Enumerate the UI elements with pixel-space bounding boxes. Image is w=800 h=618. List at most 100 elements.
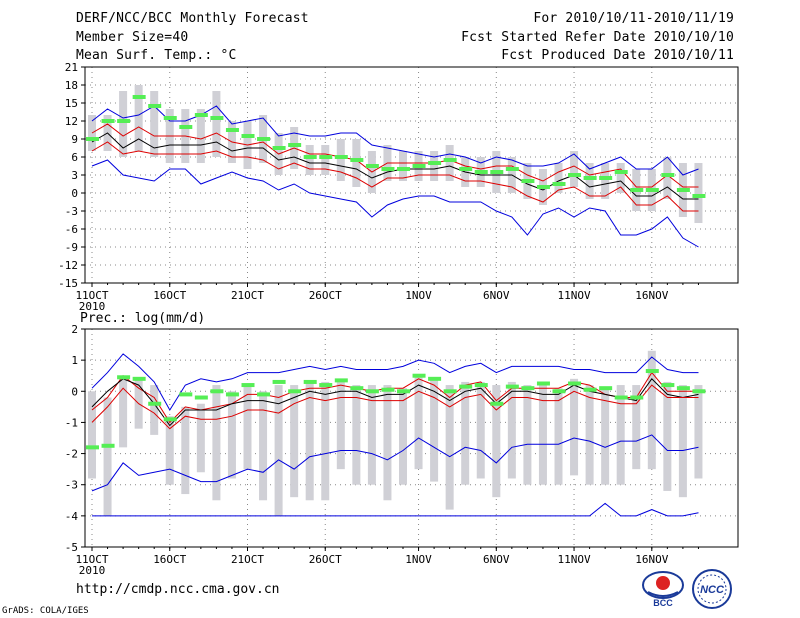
temp-obs-marker <box>86 137 99 141</box>
website-url[interactable]: http://cmdp.ncc.cma.gov.cn <box>76 582 280 597</box>
prec-spread-bar <box>414 375 423 470</box>
prec-obs-marker <box>443 389 457 394</box>
temp-spread-bar <box>399 151 407 181</box>
prec-spread-bar <box>259 391 268 501</box>
temp-obs-marker <box>536 185 550 189</box>
prec-spread-bar <box>212 385 221 501</box>
prec-spread-bar <box>632 385 641 470</box>
prec-series-mean <box>91 378 699 427</box>
temp-ytick-label: 0 <box>71 187 78 200</box>
temp-xtick-label: 11NOV <box>557 289 590 302</box>
prec-series-p25 <box>91 384 699 430</box>
prec-xtick-label: 6NOV <box>483 553 510 566</box>
prec-ytick-label: -1 <box>65 416 78 429</box>
temp-plot-area <box>86 85 706 248</box>
prec-frame <box>84 328 739 548</box>
prec-spread-bar <box>274 385 283 516</box>
prec-ytick-label: -5 <box>65 541 78 554</box>
ncc-logo-text: NCC <box>700 584 725 596</box>
temp-spread-bar <box>601 163 610 199</box>
temp-obs-marker <box>692 194 706 198</box>
temp-spread-bar <box>663 157 672 199</box>
temp-obs-marker <box>676 188 690 192</box>
temp-obs-marker <box>179 125 193 129</box>
temp-obs-marker <box>117 119 131 123</box>
prec-spread-bar <box>196 403 205 473</box>
prec-spread-bar <box>445 385 454 510</box>
temp-series-max <box>91 105 699 176</box>
prec-xtick-label: 26OCT <box>309 553 342 566</box>
header-line-3: Mean Surf. Temp.: °C <box>76 48 237 63</box>
prec-spread-bar <box>383 385 392 501</box>
prec-spread-bar <box>227 391 236 479</box>
temp-obs-marker <box>412 164 426 168</box>
prec-spread-bar <box>150 385 159 435</box>
prec-spread-bar <box>523 385 532 485</box>
prec-obs-marker <box>505 384 519 389</box>
temp-ytick-label: 9 <box>71 133 78 146</box>
prec-title: Prec.: log(mm/d) <box>80 311 205 326</box>
prec-obs-marker <box>490 401 504 406</box>
prec-obs-marker <box>552 389 566 394</box>
prec-obs-marker <box>521 386 535 391</box>
prec-series-p75 <box>91 371 699 424</box>
prec-obs-marker <box>397 389 410 394</box>
temp-ytick-label: 3 <box>71 169 78 182</box>
prec-spread-bar <box>321 381 330 501</box>
temp-spread-bar <box>196 109 205 163</box>
temp-spread-bar <box>430 151 439 181</box>
temp-spread-bar <box>336 139 345 181</box>
temp-ytick-label: 12 <box>65 115 78 128</box>
temp-ytick-label: -3 <box>65 205 78 218</box>
prec-obs-marker <box>210 389 224 394</box>
temp-spread-bar <box>445 145 454 181</box>
prec-obs-marker <box>350 386 364 391</box>
temp-spread-bar <box>352 139 361 187</box>
prec-obs-marker <box>117 375 131 380</box>
forecast-period: For 2010/10/11-2010/11/19 <box>533 11 734 26</box>
prec-spread-bar <box>585 385 594 485</box>
temp-obs-marker <box>521 179 535 183</box>
prec-obs-marker <box>412 373 426 378</box>
prec-obs-marker <box>194 395 208 400</box>
header-line-1: DERF/NCC/BCC Monthly Forecast <box>76 11 309 26</box>
temp-obs-marker <box>303 155 317 159</box>
prec-spread-bar <box>647 350 656 470</box>
prec-spread-bar <box>507 381 516 479</box>
temp-obs-marker <box>148 104 162 108</box>
temp-ytick-label: 6 <box>71 151 78 164</box>
temp-spread-bar <box>212 91 221 157</box>
prec-obs-marker <box>459 384 473 389</box>
prec-obs-marker <box>334 378 348 383</box>
temp-series-p75 <box>91 123 699 188</box>
ncc-logo: NCC <box>692 569 732 609</box>
prec-xtick-label: 11NOV <box>557 553 590 566</box>
temp-spread-bar <box>321 145 330 175</box>
temp-ytick-label: -6 <box>65 223 78 236</box>
temp-obs-marker <box>459 167 473 171</box>
prec-spread-bar <box>352 385 361 485</box>
temp-year-label: 2010 <box>79 300 106 313</box>
prec-obs-marker <box>568 381 582 386</box>
temp-xtick-label: 26OCT <box>309 289 342 302</box>
prec-spread-bar <box>678 385 687 498</box>
temp-series-p25 <box>91 141 699 212</box>
prec-xtick-label: 11OCT <box>75 553 108 566</box>
prec-obs-marker <box>272 379 286 384</box>
prec-spread-bar <box>616 385 625 485</box>
temp-spread-bar <box>616 163 625 193</box>
prec-obs-marker <box>428 376 442 381</box>
temp-ytick-label: -15 <box>58 277 78 290</box>
temp-xtick-label: 11OCT <box>75 289 108 302</box>
prec-series-floor <box>92 502 699 517</box>
temp-series-min <box>91 159 699 248</box>
prec-xtick-label: 16OCT <box>153 553 186 566</box>
prec-obs-marker <box>288 389 302 394</box>
prec-ytick-label: -2 <box>65 448 78 461</box>
temp-spread-bar <box>305 145 314 175</box>
prec-obs-marker <box>86 445 99 450</box>
temp-series-mean <box>91 132 699 200</box>
